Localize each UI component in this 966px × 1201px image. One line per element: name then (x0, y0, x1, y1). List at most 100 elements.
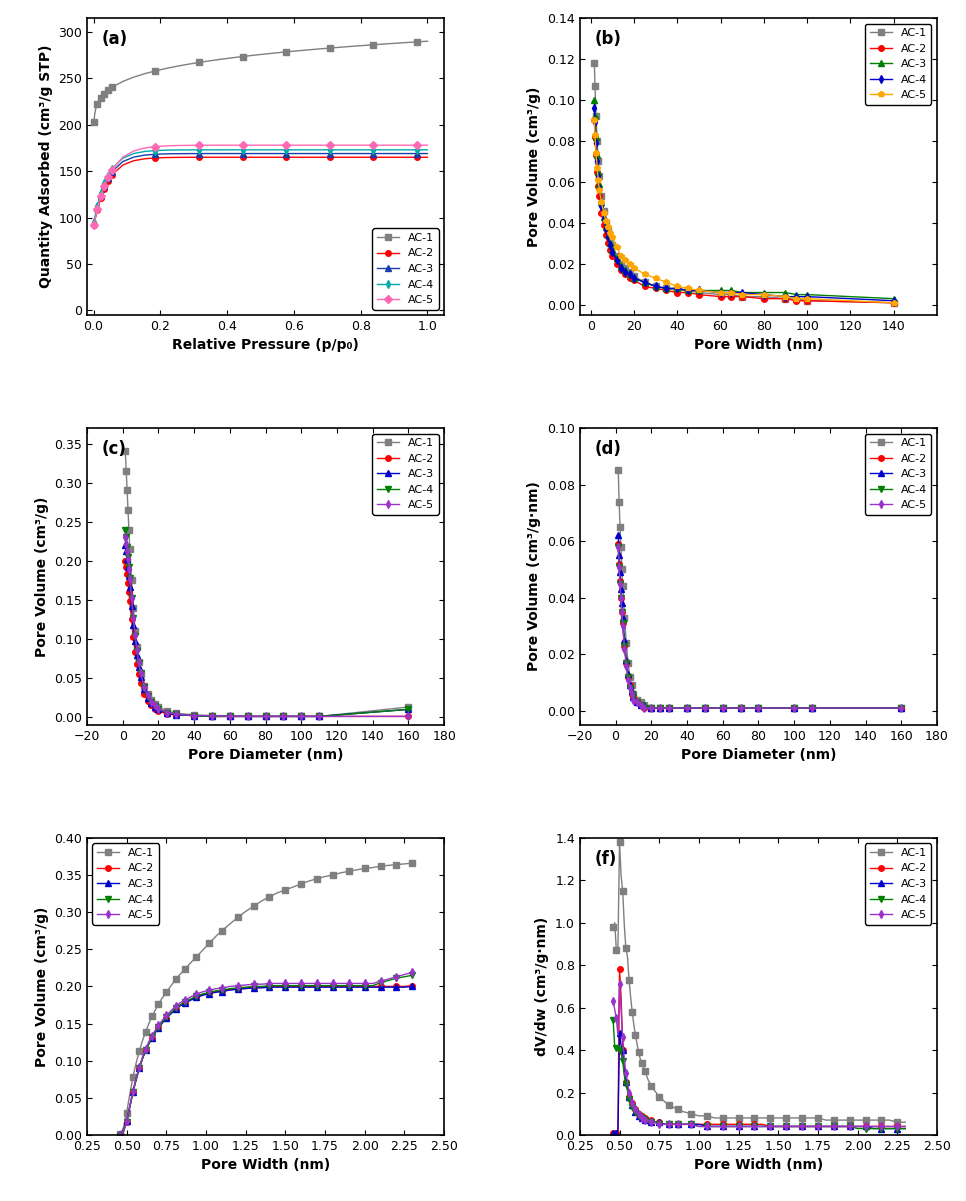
AC-4 (630, 1105, 641, 1119)
AC-4 (588, 101, 600, 115)
AC-2 (591, 165, 603, 179)
AC-4 (334, 143, 346, 157)
AC-2 (613, 556, 625, 570)
AC-3 (807, 701, 818, 716)
AC-3 (681, 701, 693, 716)
AC-4 (699, 701, 711, 716)
X-axis label: Pore Diameter (nm): Pore Diameter (nm) (681, 748, 837, 763)
AC-3 (602, 228, 613, 243)
AC-5 (639, 701, 650, 716)
AC-2 (589, 130, 601, 144)
AC-4 (153, 1020, 164, 1034)
AC-1 (715, 287, 726, 301)
AC-5 (717, 701, 728, 716)
Line: AC-3: AC-3 (615, 533, 904, 711)
AC-1 (407, 856, 418, 871)
AC-4 (134, 667, 146, 681)
AC-1 (383, 859, 394, 873)
Line: AC-1: AC-1 (611, 839, 908, 1125)
AC-4 (122, 539, 133, 554)
AC-5 (682, 281, 694, 295)
AC-1 (288, 879, 299, 894)
AC-5 (232, 979, 243, 993)
AC-5 (149, 698, 160, 712)
AC-1 (645, 701, 657, 716)
AC-3 (613, 548, 625, 562)
AC-2 (204, 986, 215, 1000)
AC-2 (628, 273, 639, 287)
AC-4 (828, 1119, 839, 1134)
AC-4 (607, 244, 618, 258)
AC-5 (593, 183, 605, 197)
AC-3 (188, 709, 200, 723)
AC-5 (802, 292, 813, 306)
AC-5 (618, 641, 630, 656)
AC-1 (736, 289, 748, 304)
AC-5 (613, 560, 625, 574)
AC-5 (146, 1028, 157, 1042)
AC-4 (375, 975, 386, 990)
AC-5 (324, 138, 335, 153)
AC-3 (237, 147, 248, 161)
AC-3 (645, 701, 657, 716)
AC-1 (296, 877, 307, 891)
AC-4 (600, 222, 611, 237)
AC-2 (650, 281, 662, 295)
AC-5 (628, 261, 639, 275)
AC-1 (788, 1111, 800, 1125)
AC-4 (389, 143, 401, 157)
AC-3 (407, 979, 418, 993)
AC-5 (421, 138, 433, 153)
AC-4 (608, 1014, 619, 1028)
AC-5 (375, 974, 386, 988)
AC-3 (378, 147, 389, 161)
AC-3 (343, 980, 355, 994)
AC-3 (131, 649, 143, 663)
Line: AC-5: AC-5 (615, 544, 904, 711)
AC-2 (133, 1060, 145, 1075)
AC-2 (94, 196, 105, 210)
AC-1 (630, 1028, 641, 1042)
AC-2 (588, 113, 600, 127)
AC-2 (165, 1006, 177, 1021)
AC-4 (612, 539, 624, 554)
AC-3 (270, 147, 281, 161)
AC-1 (343, 864, 355, 878)
AC-4 (101, 171, 113, 185)
AC-5 (131, 643, 143, 657)
AC-5 (624, 257, 636, 271)
AC-2 (735, 701, 747, 716)
AC-3 (302, 147, 314, 161)
AC-4 (781, 1119, 792, 1134)
AC-4 (758, 287, 770, 301)
AC-5 (98, 181, 109, 196)
AC-1 (248, 900, 260, 914)
AC-4 (661, 281, 672, 295)
AC-5 (411, 138, 422, 153)
AC-1 (126, 573, 137, 587)
Line: AC-5: AC-5 (123, 534, 412, 719)
AC-2 (626, 687, 638, 701)
AC-3 (215, 147, 227, 161)
Line: AC-2: AC-2 (611, 967, 908, 1136)
AC-5 (210, 981, 221, 996)
AC-3 (654, 701, 666, 716)
AC-2 (271, 979, 283, 993)
AC-3 (661, 281, 672, 295)
AC-5 (403, 710, 414, 724)
AC-5 (97, 184, 108, 198)
AC-2 (106, 168, 118, 183)
AC-4 (193, 143, 205, 157)
AC-2 (124, 1100, 135, 1115)
AC-3 (197, 988, 209, 1003)
AC-3 (146, 1030, 157, 1045)
AC-1 (311, 872, 323, 886)
Line: AC-4: AC-4 (91, 147, 430, 225)
AC-5 (367, 976, 379, 991)
AC-2 (319, 979, 330, 993)
AC-3 (216, 985, 228, 999)
AC-2 (102, 173, 114, 187)
AC-4 (399, 969, 411, 984)
AC-1 (101, 84, 113, 98)
AC-5 (296, 710, 307, 724)
